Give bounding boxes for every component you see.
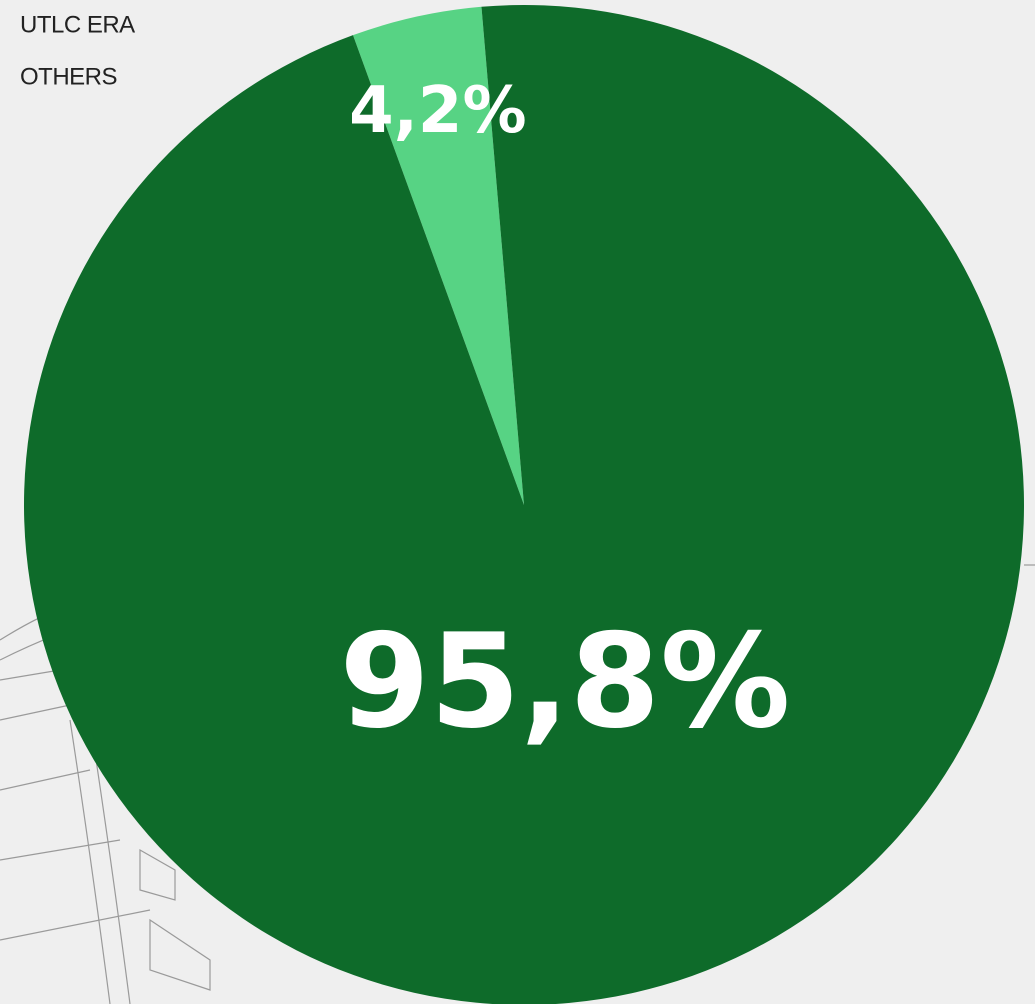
slice-label: 95,8%	[339, 605, 790, 757]
slice-label: 4,2%	[349, 74, 527, 148]
pie-slice	[24, 5, 1024, 1004]
legend-label: OTHERS	[20, 63, 117, 90]
pie-slice	[352, 6, 524, 506]
legend-label: UTLC ERA	[20, 11, 135, 38]
